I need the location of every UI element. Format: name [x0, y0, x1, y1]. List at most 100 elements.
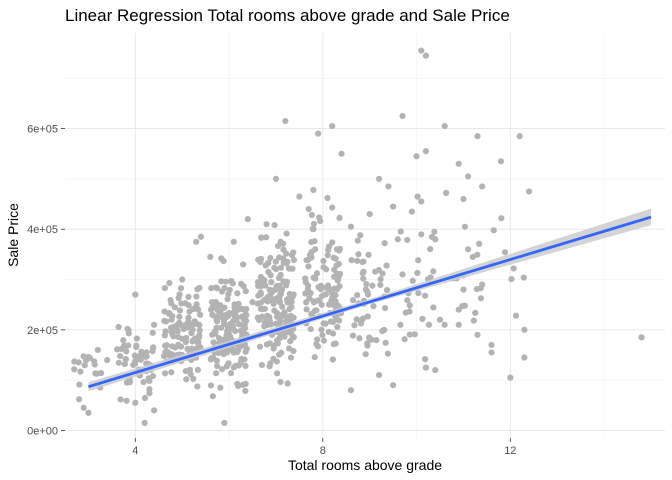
data-point [377, 281, 384, 289]
data-point [516, 133, 523, 140]
data-point [179, 322, 186, 329]
data-point [310, 274, 317, 281]
data-point [382, 339, 389, 346]
data-point [335, 260, 342, 268]
data-point [488, 349, 495, 356]
data-point [364, 288, 371, 295]
data-point [512, 312, 520, 319]
data-point [166, 280, 173, 287]
data-point [194, 306, 202, 313]
data-point [193, 238, 200, 245]
data-point [370, 303, 377, 310]
data-point [217, 384, 224, 391]
y-tick-label: 2e+05 [27, 325, 58, 337]
data-point [132, 399, 139, 406]
data-point [288, 304, 295, 311]
data-point [364, 340, 371, 347]
data-point [275, 274, 283, 282]
data-point [207, 306, 215, 313]
data-point [348, 257, 355, 264]
data-point [421, 292, 429, 299]
data-point [263, 341, 270, 348]
data-point [132, 353, 139, 360]
data-point [329, 239, 336, 246]
data-point [242, 362, 249, 370]
x-tick-label: 12 [504, 445, 516, 457]
data-point [521, 354, 528, 361]
data-point [242, 387, 249, 395]
data-point [121, 342, 128, 349]
data-point [187, 371, 194, 378]
data-point [404, 297, 411, 304]
data-point [455, 321, 462, 328]
data-point [498, 215, 505, 222]
data-point [325, 328, 332, 336]
data-point [208, 299, 216, 306]
data-point [263, 234, 270, 241]
data-point [225, 347, 232, 354]
data-point [71, 358, 78, 365]
data-point [334, 270, 341, 277]
data-point [183, 376, 190, 383]
data-point [354, 292, 361, 299]
data-point [311, 354, 318, 361]
data-point [432, 236, 439, 243]
data-point [186, 366, 194, 373]
data-point [196, 327, 203, 334]
data-point [224, 324, 232, 332]
data-point [104, 356, 111, 364]
data-point [150, 321, 158, 328]
data-point [267, 254, 274, 262]
data-point [234, 290, 241, 297]
data-point [460, 286, 467, 293]
data-point [185, 314, 192, 321]
data-point [318, 326, 325, 333]
data-point [231, 301, 238, 308]
data-point [187, 346, 194, 353]
data-point [238, 355, 245, 362]
data-point [510, 265, 517, 272]
data-point [436, 316, 444, 323]
data-point [334, 277, 341, 284]
regression-line [88, 215, 652, 389]
data-point [427, 245, 434, 253]
data-point [186, 308, 193, 315]
data-point [360, 275, 367, 282]
data-point [441, 122, 448, 130]
data-point [418, 198, 425, 205]
data-point [329, 356, 336, 363]
data-point [175, 341, 182, 348]
data-point [166, 309, 173, 317]
data-point [133, 335, 140, 342]
data-point [263, 221, 270, 228]
data-point [364, 313, 371, 320]
data-point [218, 288, 226, 295]
data-point [271, 307, 278, 314]
data-point [257, 291, 264, 298]
data-point [330, 254, 337, 261]
data-point [177, 285, 185, 292]
data-point [169, 343, 176, 350]
data-point [321, 291, 329, 298]
data-point [273, 295, 280, 302]
data-point [242, 380, 249, 388]
data-point [117, 396, 124, 403]
data-point [421, 356, 429, 363]
data-point [373, 337, 380, 344]
data-point [379, 327, 386, 335]
data-point [225, 360, 232, 367]
data-point [255, 256, 262, 263]
data-point [240, 322, 247, 329]
data-point [465, 173, 472, 180]
data-point [308, 238, 315, 246]
data-point [377, 276, 384, 283]
data-point [307, 251, 314, 258]
data-point [161, 332, 168, 339]
data-point [441, 321, 448, 328]
data-point [418, 231, 425, 238]
data-point [92, 370, 99, 377]
data-point [272, 175, 280, 183]
data-point [296, 193, 303, 200]
data-point [323, 284, 330, 291]
